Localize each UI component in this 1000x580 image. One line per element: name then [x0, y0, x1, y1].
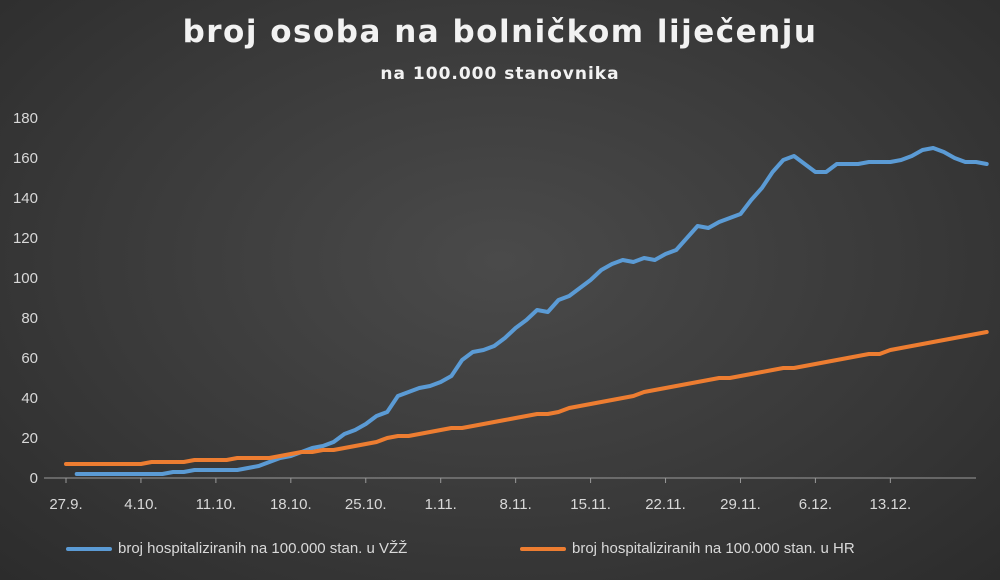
y-tick-label: 40	[21, 390, 38, 407]
y-tick-label: 180	[13, 110, 38, 127]
x-tick-label: 4.10.	[124, 496, 157, 513]
legend-swatch-vzz	[66, 546, 112, 551]
x-tick-label: 25.10.	[345, 496, 387, 513]
y-tick-label: 20	[21, 430, 38, 447]
legend-label-hr: broj hospitaliziranih na 100.000 stan. u…	[572, 540, 855, 557]
x-tick-label: 27.9.	[49, 496, 82, 513]
y-tick-label: 0	[30, 470, 38, 487]
y-tick-label: 120	[13, 230, 38, 247]
y-tick-label: 80	[21, 310, 38, 327]
legend-label-vzz: broj hospitaliziranih na 100.000 stan. u…	[118, 540, 408, 557]
x-tick-label: 15.11.	[570, 496, 611, 513]
y-tick-label: 100	[13, 270, 38, 287]
x-tick-label: 8.11.	[500, 496, 532, 513]
x-tick-label: 13.12.	[869, 496, 911, 513]
x-tick-label: 29.11.	[720, 496, 761, 513]
y-tick-label: 60	[21, 350, 38, 367]
legend-item-vzz: broj hospitaliziranih na 100.000 stan. u…	[66, 540, 407, 557]
legend-swatch-hr	[520, 546, 566, 551]
series-line-hr	[64, 330, 989, 466]
y-tick-label: 140	[13, 190, 38, 207]
chart-subtitle: na 100.000 stanovnika	[380, 64, 620, 84]
y-tick-label: 160	[13, 150, 38, 167]
x-tick-label: 11.10.	[196, 496, 237, 513]
legend: broj hospitaliziranih na 100.000 stan. u…	[0, 540, 1000, 570]
legend-item-hr: broj hospitaliziranih na 100.000 stan. u…	[520, 540, 855, 557]
x-tick-label: 18.10.	[270, 496, 312, 513]
x-tick-label: 22.11.	[645, 496, 686, 513]
chart-title: broj osoba na bolničkom liječenju	[182, 14, 818, 50]
x-tick-label: 1.11.	[425, 496, 457, 513]
x-tick-label: 6.12.	[799, 496, 832, 513]
series-line-vzz	[74, 146, 989, 476]
